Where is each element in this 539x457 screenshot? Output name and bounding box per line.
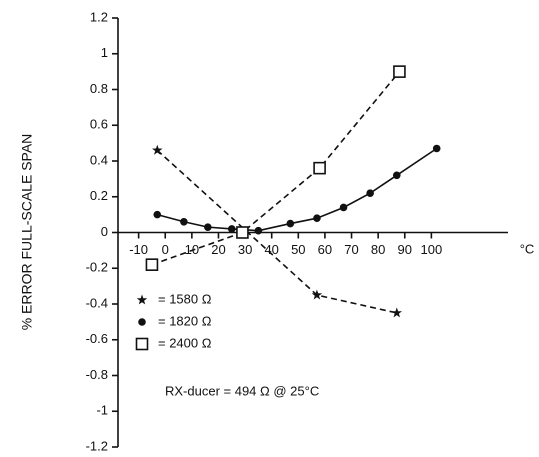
x-tick-label: 80	[371, 242, 385, 257]
x-tick-label: 30	[238, 242, 252, 257]
legend-label: = 1820 Ω	[158, 313, 212, 328]
data-point	[237, 227, 248, 238]
data-point	[153, 211, 161, 219]
data-point	[394, 66, 405, 77]
data-point	[204, 223, 212, 231]
series-line	[152, 72, 400, 265]
y-tick-label: 0	[101, 224, 108, 239]
y-tick-label: -0.8	[86, 367, 108, 382]
x-tick-label: 10	[185, 242, 199, 257]
x-tick-label: 90	[398, 242, 412, 257]
y-tick-label: -0.6	[86, 331, 108, 346]
y-tick-label: -1.2	[86, 438, 108, 453]
data-point	[433, 145, 441, 153]
x-tick-label: 50	[291, 242, 305, 257]
x-unit: °C	[520, 241, 535, 256]
data-point	[287, 220, 295, 228]
y-tick-label: 0.8	[90, 81, 108, 96]
x-tick-label: 60	[318, 242, 332, 257]
legend-marker	[138, 318, 146, 326]
y-tick-label: 1	[101, 45, 108, 60]
data-point	[366, 189, 374, 197]
y-tick-label: -0.4	[86, 295, 108, 310]
data-point	[228, 225, 236, 233]
data-point	[314, 163, 325, 174]
data-point	[146, 259, 157, 270]
legend-label: = 2400 Ω	[158, 335, 212, 350]
y-tick-label: 0.4	[90, 152, 108, 167]
y-tick-label: 0.6	[90, 117, 108, 132]
x-tick-label: 20	[211, 242, 225, 257]
legend-marker	[137, 339, 148, 350]
chart: % ERROR FULL-SCALE SPAN °C RX-ducer = 49…	[0, 0, 539, 457]
data-point	[393, 172, 401, 180]
y-tick-label: 0.2	[90, 188, 108, 203]
x-tick-label: 100	[421, 242, 443, 257]
y-tick-label: -0.2	[86, 260, 108, 275]
series-line	[157, 148, 436, 230]
y-tick-label: 1.2	[90, 9, 108, 24]
series-line	[157, 150, 397, 313]
y-axis-label: % ERROR FULL-SCALE SPAN	[19, 134, 35, 331]
annotation: RX-ducer = 494 Ω @ 25°C	[165, 383, 319, 398]
legend-marker	[137, 295, 147, 305]
x-tick-label: 70	[344, 242, 358, 257]
x-tick-label: -10	[129, 242, 148, 257]
data-point	[180, 218, 188, 226]
data-point	[313, 214, 321, 222]
x-tick-label: 0	[162, 242, 169, 257]
legend-label: = 1580 Ω	[158, 291, 212, 306]
data-point	[255, 227, 263, 235]
data-point	[340, 204, 348, 212]
y-tick-label: -1	[96, 403, 108, 418]
